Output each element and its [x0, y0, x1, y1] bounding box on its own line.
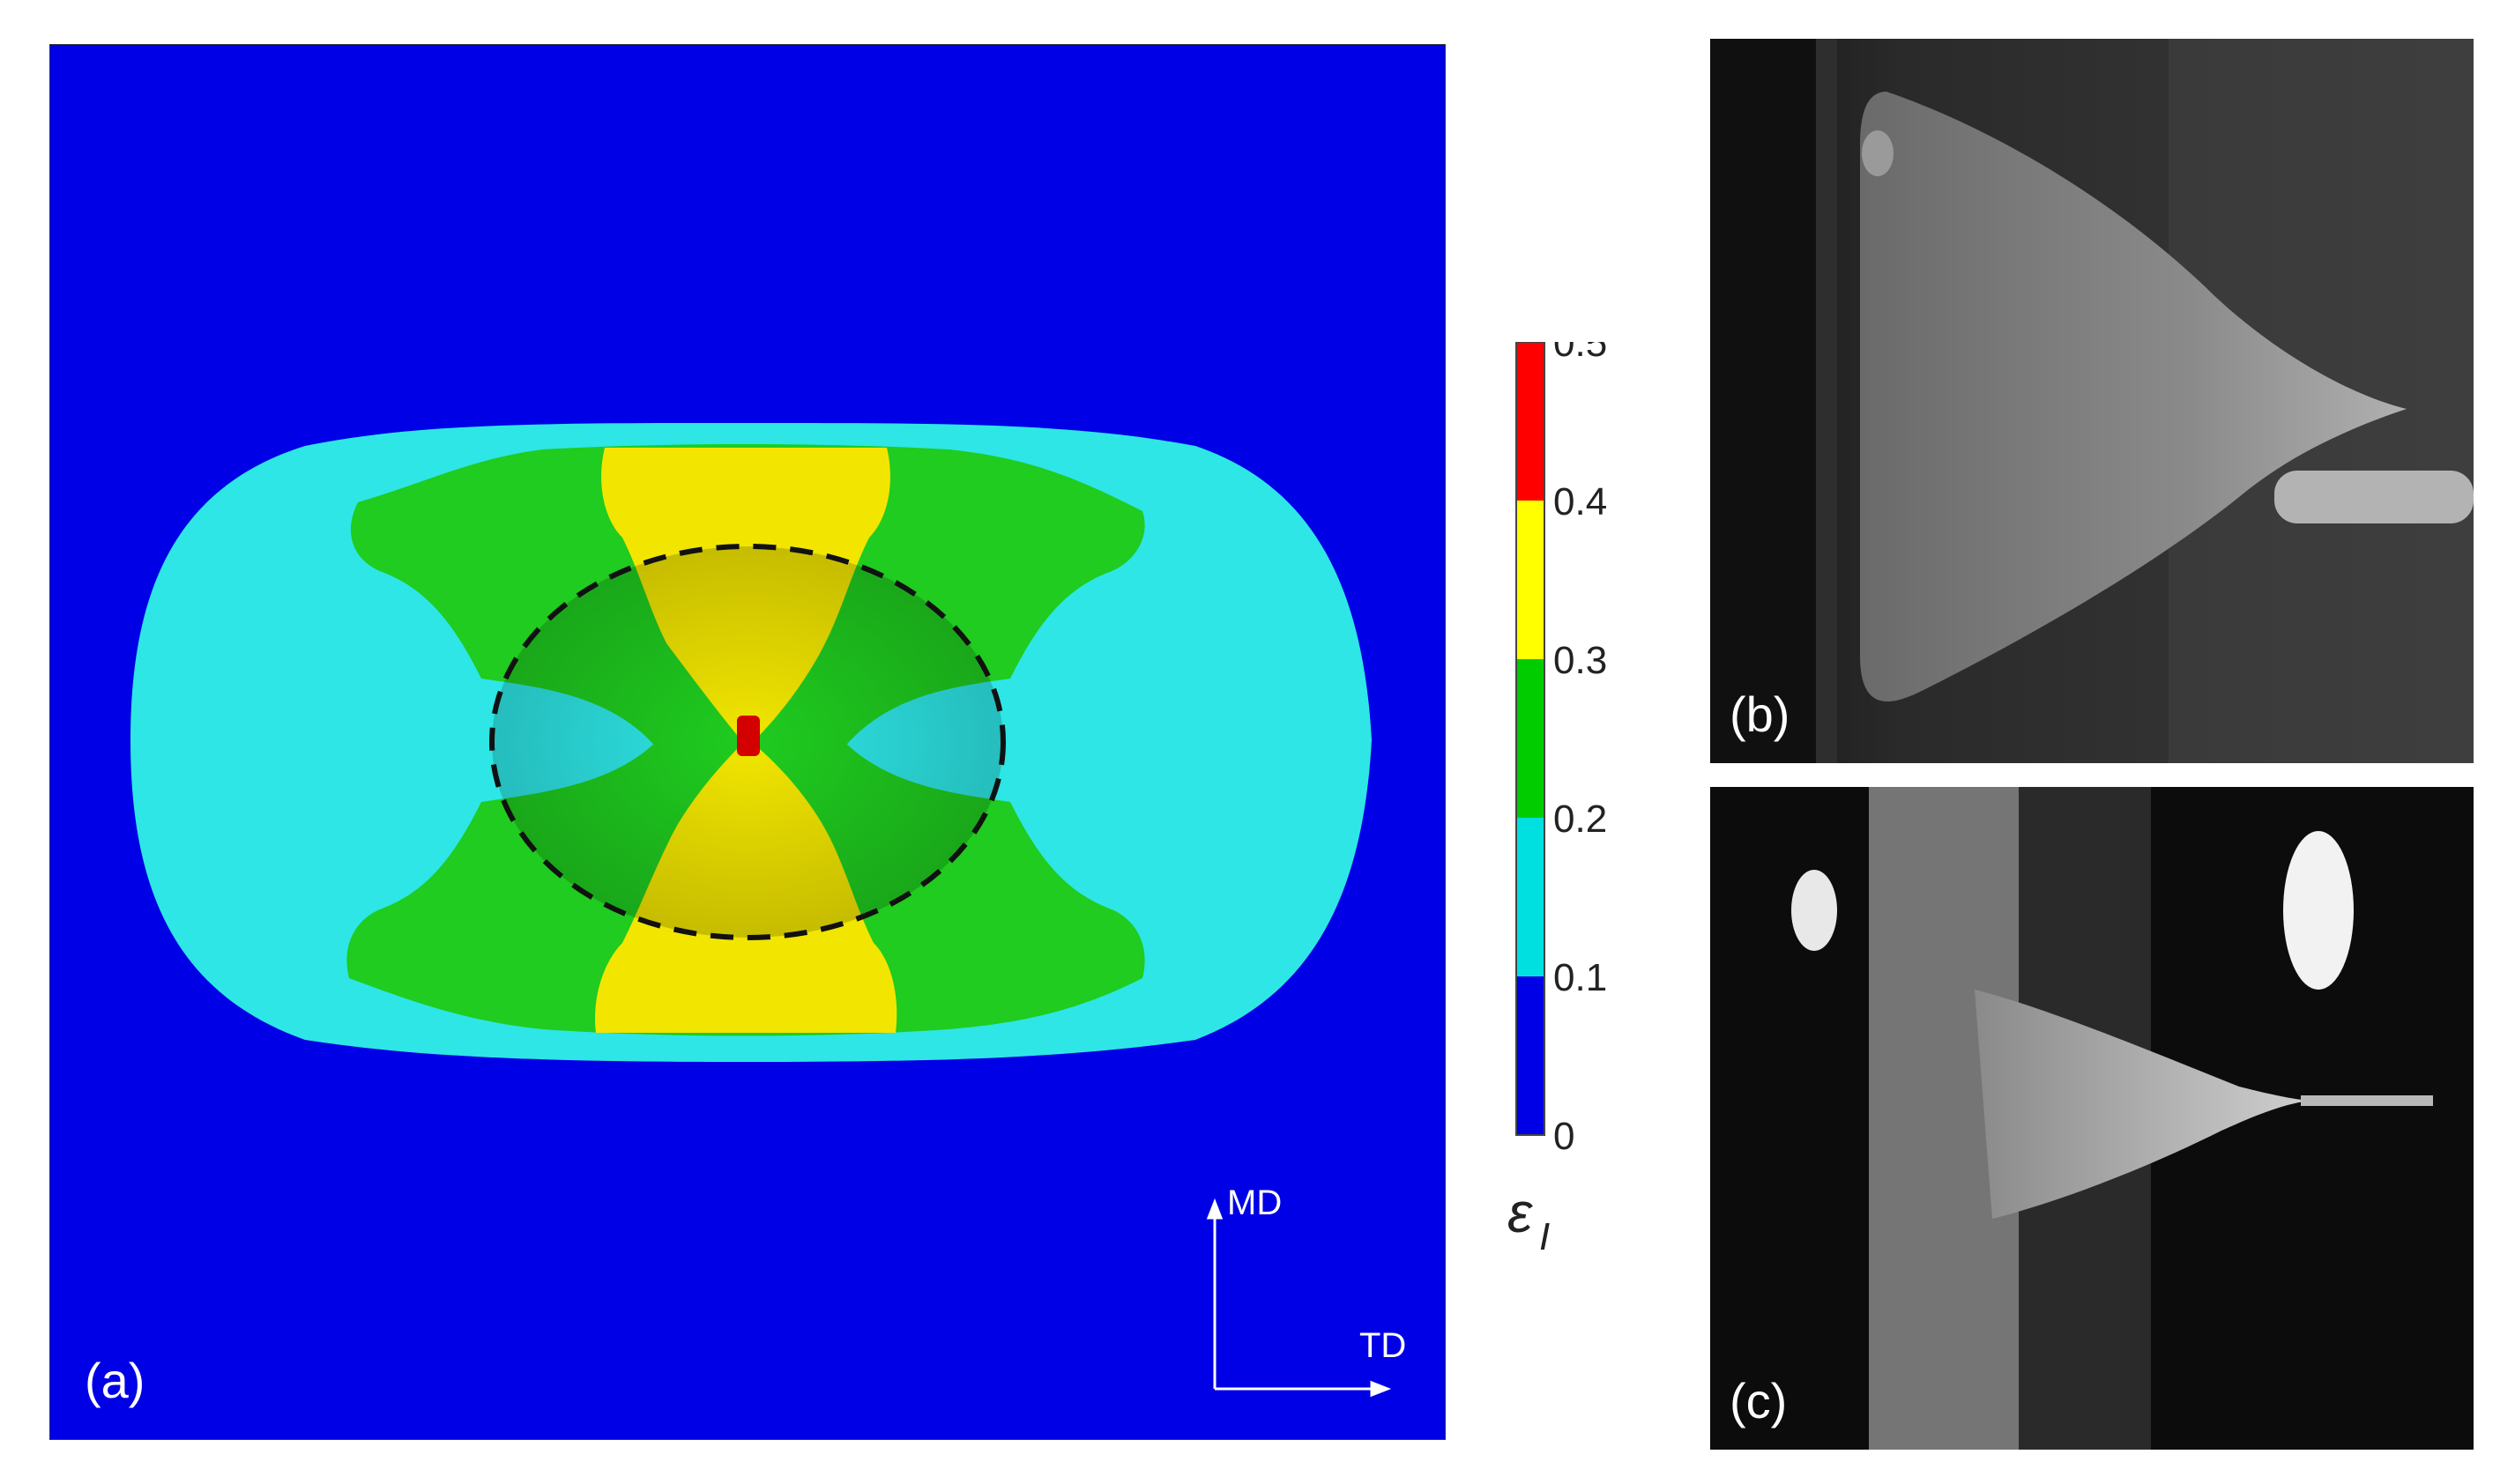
deformed-fabric-cone-narrow — [1975, 990, 2310, 1219]
red-region — [737, 716, 760, 756]
panel-a-label: (a) — [85, 1353, 145, 1408]
photo-panel-c: (c) — [1710, 787, 2474, 1450]
td-arrowhead — [1370, 1380, 1392, 1398]
colorbar-tick: 0 — [1553, 1115, 1574, 1158]
projectile-rod-thin — [2301, 1095, 2433, 1106]
colorbar-tick: 0.1 — [1553, 956, 1607, 999]
photo-panel-b: (b) — [1710, 39, 2474, 763]
colorbar-tick: 0.4 — [1553, 480, 1607, 523]
axis-indicator — [1206, 1198, 1392, 1398]
dashed-indenter-outline — [489, 544, 1006, 940]
strain-contour-plot: MD TD (a) — [48, 43, 1447, 1441]
panel-b-label: (b) — [1730, 686, 1790, 742]
colorbar-subscript: I — [1539, 1215, 1550, 1258]
colorbar-tick: 0.3 — [1553, 639, 1607, 682]
md-arrowhead — [1206, 1198, 1224, 1220]
colorbar-segment-yellow — [1516, 501, 1544, 659]
colorbar-tick: 0.2 — [1553, 798, 1607, 841]
light-reflection-left — [1791, 870, 1837, 951]
colorbar-tick: 0.5 — [1553, 342, 1607, 365]
td-axis-label: TD — [1359, 1326, 1406, 1365]
clamp-shadow — [1710, 39, 1816, 763]
light-reflection-right — [2283, 831, 2354, 990]
colorbar: 0.5 0.4 0.3 0.2 0.1 0 ε I — [1499, 322, 1816, 1276]
clamp-edge — [1816, 39, 1837, 763]
md-axis-label: MD — [1227, 1183, 1282, 1222]
bolt-head — [1862, 130, 1894, 176]
colorbar-segment-red — [1516, 342, 1544, 501]
deformed-fabric-cone — [1860, 92, 2407, 701]
projectile-rod — [2274, 471, 2474, 523]
colorbar-symbol: ε — [1507, 1181, 1533, 1244]
strain-contour-panel: MD TD (a) — [48, 43, 1447, 1441]
colorbar-segment-blue — [1516, 976, 1544, 1135]
colorbar-segment-cyan — [1516, 818, 1544, 976]
colorbar-segment-green — [1516, 659, 1544, 818]
panel-c-label: (c) — [1730, 1373, 1787, 1428]
